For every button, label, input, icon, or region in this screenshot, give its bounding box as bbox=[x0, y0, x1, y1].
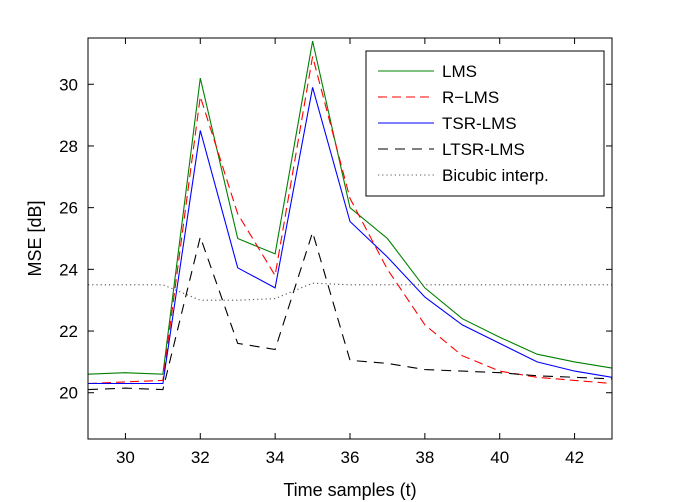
x-axis-label: Time samples (t) bbox=[283, 480, 416, 500]
series-line-lms bbox=[87, 40, 613, 375]
x-tick-label: 40 bbox=[490, 448, 509, 467]
x-tick-label: 36 bbox=[341, 448, 360, 467]
legend-entry-label: LMS bbox=[442, 62, 477, 81]
legend-entry-label: TSR-LMS bbox=[442, 114, 517, 133]
y-tick-label: 20 bbox=[59, 384, 78, 403]
y-tick-label: 24 bbox=[59, 260, 78, 279]
x-tick-label: 38 bbox=[415, 448, 434, 467]
y-axis-label: MSE [dB] bbox=[25, 200, 45, 276]
y-tick-label: 30 bbox=[59, 75, 78, 94]
y-tick-label: 26 bbox=[59, 199, 78, 218]
y-tick-label: 28 bbox=[59, 137, 78, 156]
series-line-ltsr-lms bbox=[87, 230, 613, 391]
legend-entry-label: R−LMS bbox=[442, 88, 499, 107]
series-line-r-lms bbox=[87, 56, 613, 385]
x-tick-label: 42 bbox=[565, 448, 584, 467]
legend-entry-label: LTSR-LMS bbox=[442, 140, 525, 159]
x-tick-label: 34 bbox=[266, 448, 285, 467]
series-line-bicubic-interp- bbox=[88, 282, 612, 301]
series-line-tsr-lms bbox=[88, 87, 613, 385]
legend-entry-label: Bicubic interp. bbox=[442, 166, 549, 185]
y-tick-label: 22 bbox=[59, 322, 78, 341]
x-tick-label: 32 bbox=[191, 448, 210, 467]
x-tick-label: 30 bbox=[116, 448, 135, 467]
